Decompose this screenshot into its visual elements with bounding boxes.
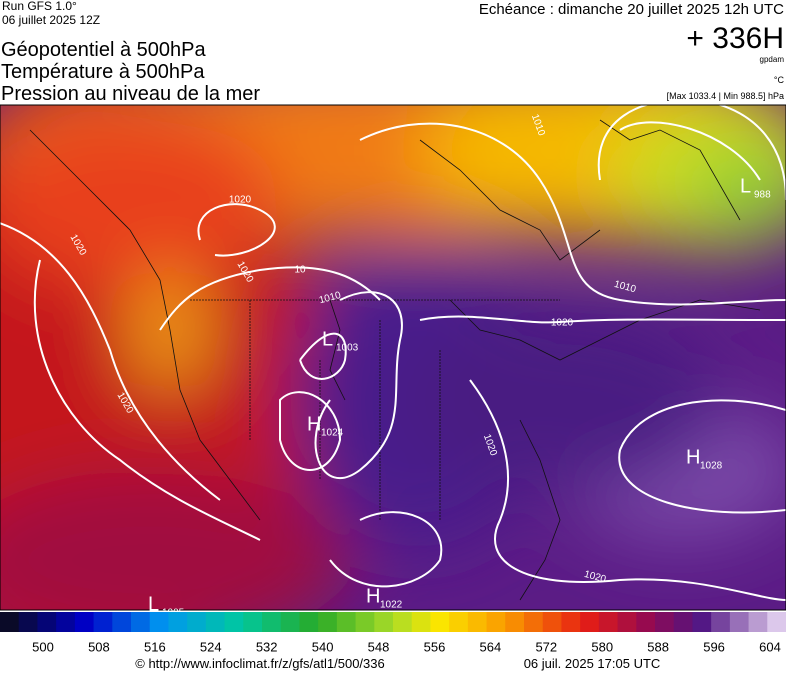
colorbar-swatch bbox=[692, 612, 712, 632]
colorbar-swatch bbox=[729, 612, 750, 632]
colorbar-swatch bbox=[430, 612, 450, 632]
colorbar-swatch bbox=[561, 612, 581, 632]
colorbar-swatch bbox=[149, 612, 169, 632]
pressure-center-value: 1003 bbox=[336, 343, 359, 354]
colorbar-swatch bbox=[393, 612, 413, 632]
colorbar-swatch bbox=[411, 612, 431, 632]
colorbar-tick-label: 532 bbox=[256, 639, 278, 654]
colorbar-swatch bbox=[355, 612, 375, 632]
run-date: 06 juillet 2025 12Z bbox=[2, 13, 100, 27]
colorbar-swatch bbox=[598, 612, 619, 632]
title: Géopotentiel à 500hPa bbox=[1, 39, 206, 61]
colorbar-swatch bbox=[374, 612, 394, 632]
colorbar-swatch bbox=[299, 612, 319, 632]
isobar-label: 10 bbox=[294, 265, 306, 276]
pressure-center-type: L bbox=[148, 593, 159, 615]
colorbar-swatch bbox=[617, 612, 637, 632]
colorbar-swatch bbox=[711, 612, 731, 632]
lead-time: + 336H bbox=[686, 22, 784, 55]
colorbar-swatch bbox=[542, 612, 562, 632]
colorbar-swatch bbox=[524, 612, 544, 632]
pressure-center-value: 1024 bbox=[321, 428, 344, 439]
pressure-center-type: H bbox=[366, 585, 380, 607]
colorbar-tick-label: 556 bbox=[424, 639, 446, 654]
colorbar-swatch bbox=[112, 612, 132, 632]
colorbar-tick-label: 596 bbox=[703, 639, 725, 654]
colorbar-swatch bbox=[205, 612, 226, 632]
colorbar-swatch bbox=[93, 612, 113, 632]
colorbar-swatch bbox=[131, 612, 151, 632]
colorbar-swatch bbox=[748, 612, 768, 632]
colorbar-swatch bbox=[262, 612, 282, 632]
colorbar-swatch bbox=[224, 612, 244, 632]
pressure-center-value: 1022 bbox=[380, 600, 403, 611]
run-label: Run GFS 1.0° bbox=[2, 0, 77, 13]
colorbar-swatch bbox=[467, 612, 488, 632]
colorbar-swatch bbox=[655, 612, 675, 632]
colorbar-tick-label: 524 bbox=[200, 639, 222, 654]
map-frame bbox=[0, 104, 786, 611]
colorbar-swatch bbox=[18, 612, 38, 632]
colorbar-tick-label: 508 bbox=[88, 639, 110, 654]
footer-timestamp: 06 juil. 2025 17:05 UTC bbox=[524, 656, 661, 671]
colorbar-swatch bbox=[56, 612, 76, 632]
isobar-label: 1020 bbox=[551, 318, 574, 329]
colorbar-swatch bbox=[168, 612, 188, 632]
colorbar-swatch bbox=[449, 612, 469, 632]
echeance: Echéance : dimanche 20 juillet 2025 12h … bbox=[479, 1, 784, 18]
footer-url: © http://www.infoclimat.fr/z/gfs/atl1/50… bbox=[135, 656, 384, 671]
pressure-center-value: 1028 bbox=[700, 461, 723, 472]
map-field bbox=[0, 105, 786, 610]
colorbar-tick-label: 588 bbox=[647, 639, 669, 654]
pressure-range: [Max 1033.4 | Min 988.5] hPa bbox=[667, 91, 784, 101]
colorbar-tick-label: 548 bbox=[368, 639, 390, 654]
colorbar-swatch bbox=[37, 612, 57, 632]
colorbar-tick-label: 516 bbox=[144, 639, 166, 654]
colorbar-swatch bbox=[767, 612, 786, 632]
colorbar-swatch bbox=[318, 612, 338, 632]
colorbar-tick-label: 572 bbox=[535, 639, 557, 654]
colorbar-tick-label: 564 bbox=[480, 639, 502, 654]
colorbar-swatch bbox=[280, 612, 300, 632]
colorbar-swatch bbox=[580, 612, 600, 632]
colorbar-tick-label: 580 bbox=[591, 639, 613, 654]
pressure-center-type: H bbox=[686, 446, 700, 468]
colorbar-tick-label: 500 bbox=[32, 639, 54, 654]
colorbar-swatch bbox=[505, 612, 525, 632]
pressure-center-type: L bbox=[740, 175, 751, 197]
colorbar-swatch bbox=[486, 612, 506, 632]
colorbar-swatch bbox=[636, 612, 656, 632]
pressure-center-value: 988 bbox=[754, 190, 771, 201]
unit-temp: °C bbox=[774, 75, 785, 85]
colorbar-swatch bbox=[74, 612, 95, 632]
colorbar-swatch bbox=[0, 612, 20, 632]
colorbar-swatch bbox=[187, 612, 207, 632]
title: Température à 500hPa bbox=[1, 61, 205, 83]
colorbar-tick-label: 540 bbox=[312, 639, 334, 654]
colorbar-swatch bbox=[336, 612, 357, 632]
title: Pression au niveau de la mer bbox=[1, 83, 260, 105]
colorbar-tick-label: 604 bbox=[759, 639, 781, 654]
isobar-label: 1020 bbox=[229, 195, 252, 206]
colorbar-swatch bbox=[673, 612, 693, 632]
colorbar-swatch bbox=[243, 612, 263, 632]
unit: gpdam bbox=[760, 55, 785, 64]
pressure-center-type: L bbox=[322, 328, 333, 350]
pressure-center-type: H bbox=[307, 413, 321, 435]
